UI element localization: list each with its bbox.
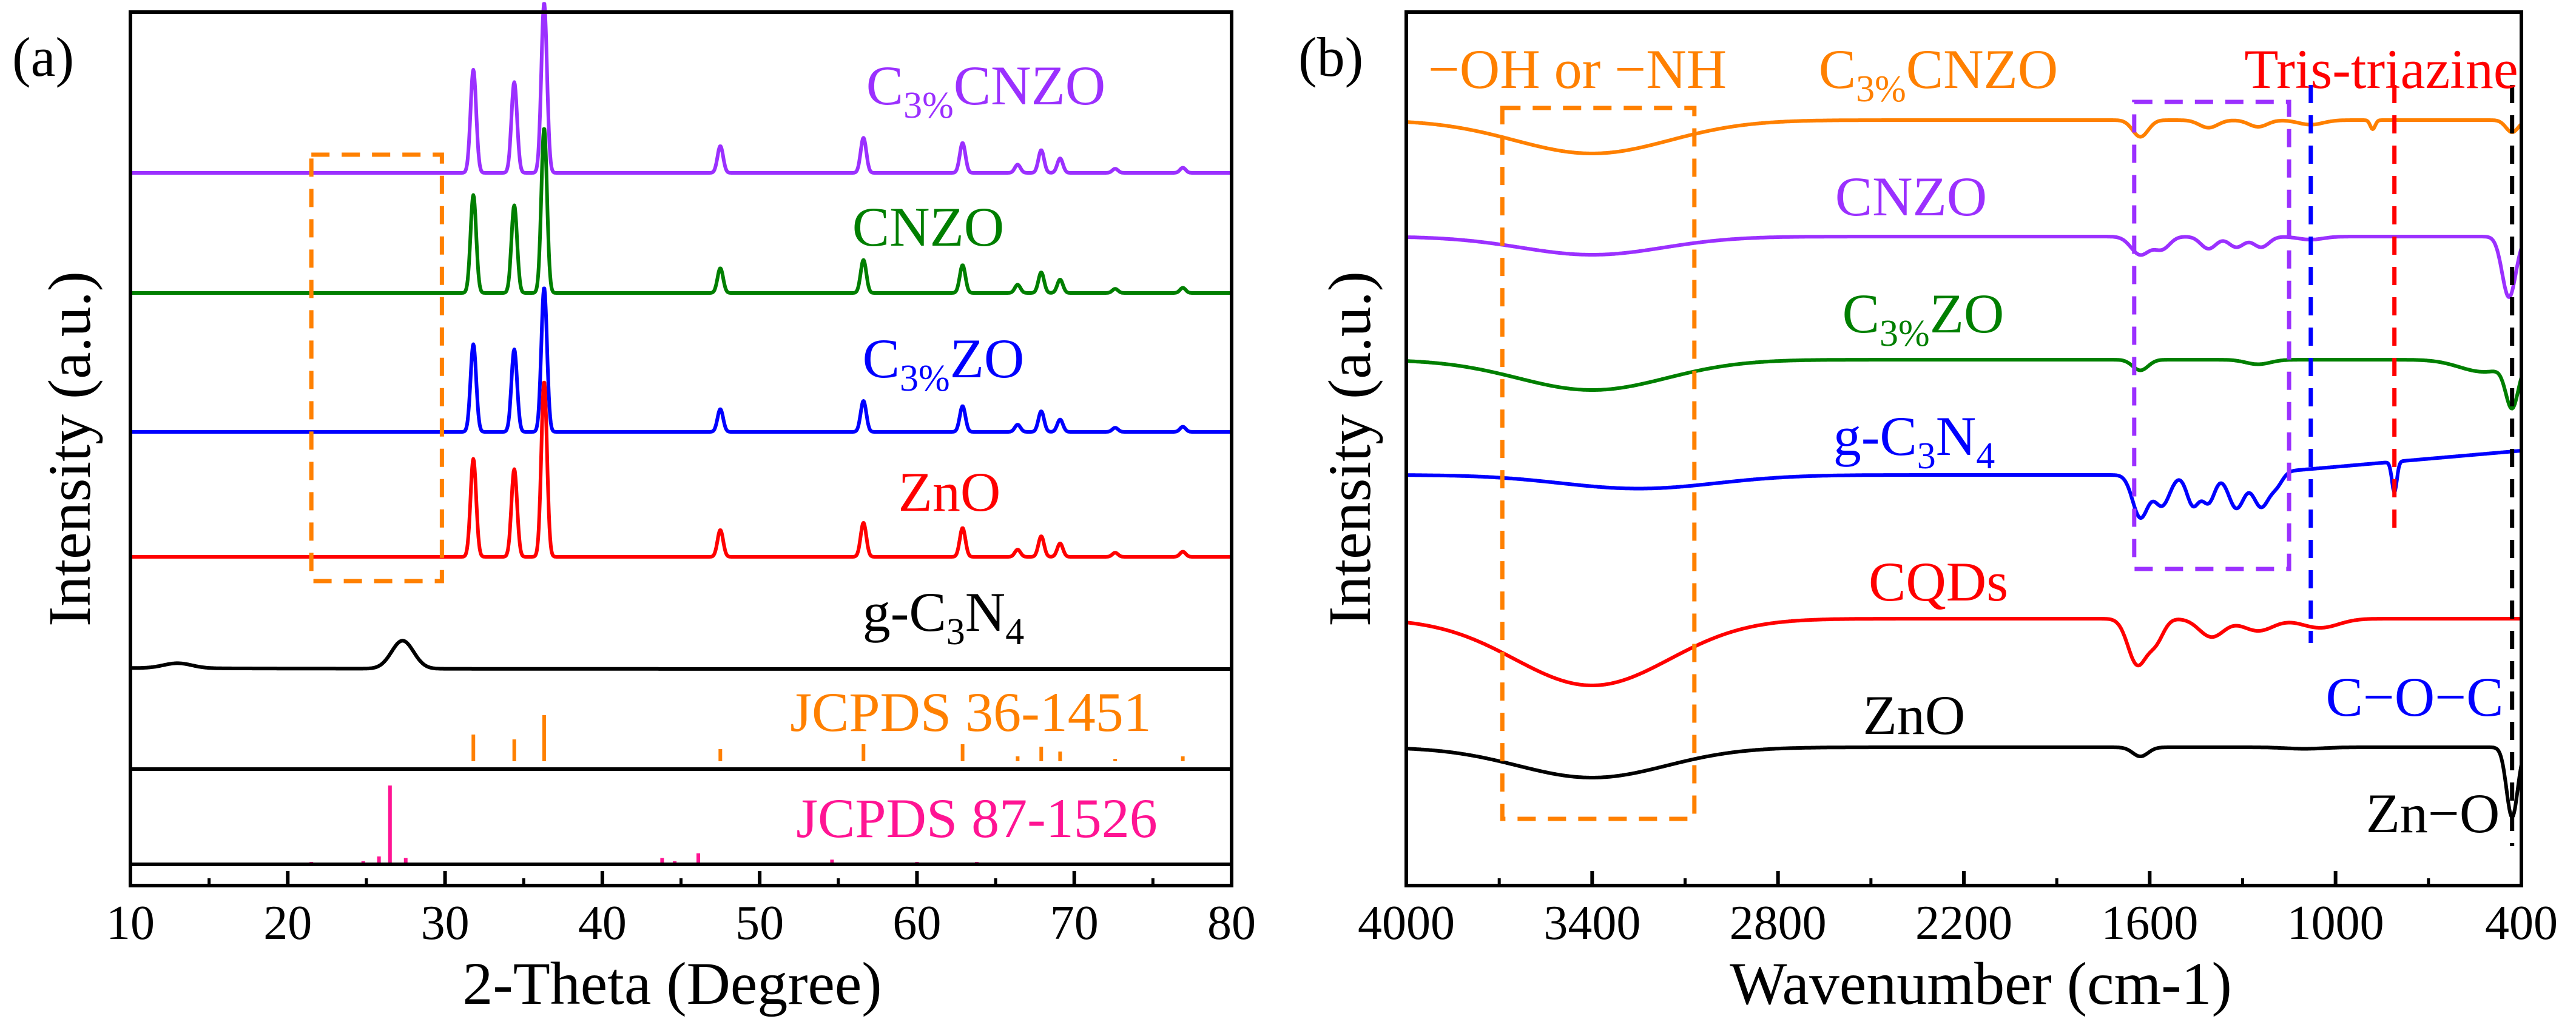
b-xtick-label-2200: 2200 [1915, 896, 2012, 950]
series-label-cnzo-b: CNZO [1835, 166, 1987, 227]
series-label-gc3n4-a: g-C3N4 [863, 581, 1024, 653]
series-label-cqds-b: CQDs [1869, 551, 2008, 613]
xrd-series-c3cnzo [129, 2, 1233, 175]
panel-a-xlabel: 2-Theta (Degree) [462, 950, 882, 1017]
xrd-series-cnzo [129, 127, 1233, 295]
panel-a-x-ticks [129, 871, 1233, 886]
xrd-series-c3zo [129, 286, 1233, 434]
ftir-box-oh-nh [1500, 106, 1697, 821]
b-xtick-label-1000: 1000 [2287, 896, 2384, 950]
series-label-zno-b: ZnO [1863, 684, 1966, 746]
panel-a-highlight-box [309, 152, 444, 584]
xrd-series-zno [129, 380, 1233, 559]
annotation-oh-nh: −OH or −NH [1428, 38, 1727, 100]
series-label-gc3n4-b: g-C3N4 [1833, 405, 1995, 477]
panel-b-x-tick-labels: 4000 3400 2800 2200 1600 1000 400 [1358, 896, 2558, 950]
reference-label-87-1526: JCPDS 87-1526 [796, 787, 1158, 849]
b-xtick-label-3400: 3400 [1543, 896, 1640, 950]
panel-a: (a) Intensity (a.u.) 2-Theta (Degree) 10… [12, 2, 1256, 1017]
panel-b-plot-area [1404, 10, 2523, 887]
panel-b-frame [1404, 10, 2523, 887]
panel-b-label: (b) [1298, 26, 1363, 88]
series-label-c3zo-a: C3%ZO [863, 328, 1025, 399]
b-xtick-label-400: 400 [2485, 896, 2558, 950]
a-xtick-label-30: 30 [421, 896, 470, 950]
panel-b: (b) Intensity (a.u.) Wavenumber (cm-1) 4… [1298, 10, 2558, 1017]
a-xtick-label-50: 50 [735, 896, 784, 950]
a-xtick-label-60: 60 [892, 896, 941, 950]
ftir-box-fingerprint [2132, 99, 2291, 571]
a-xtick-label-40: 40 [578, 896, 627, 950]
ftir-series-cqds [1405, 617, 2523, 687]
a-xtick-label-20: 20 [263, 896, 312, 950]
b-xtick-label-1600: 1600 [2101, 896, 2198, 950]
series-label-zno-a: ZnO [899, 461, 1001, 523]
panel-b-ylabel: Intensity (a.u.) [1316, 271, 1383, 627]
panel-a-x-tick-labels: 10 20 30 40 50 60 70 80 [106, 896, 1256, 950]
ftir-series-c3cnzo [1405, 118, 2523, 155]
a-xtick-label-10: 10 [106, 896, 155, 950]
ftir-series-c3zo [1405, 358, 2523, 411]
panel-a-frame [129, 10, 1233, 887]
annotation-zn-o: Zn−O [2366, 782, 2500, 844]
b-xtick-label-4000: 4000 [1358, 896, 1455, 950]
series-label-cnzo-a: CNZO [852, 196, 1004, 258]
series-label-c3cnzo-a: C3%CNZO [866, 55, 1105, 126]
ftir-series-zno [1405, 745, 2523, 819]
panel-a-ylabel: Intensity (a.u.) [36, 271, 103, 627]
ftir-series-g-c3n4 [1405, 449, 2523, 520]
panel-a-label: (a) [12, 26, 74, 88]
annotation-c-o-c: C−O−C [2326, 666, 2504, 728]
series-label-c3cnzo-b: C3%CNZO [1819, 38, 2058, 110]
series-label-c3zo-b: C3%ZO [1843, 283, 2004, 354]
annotation-tris-triazine: Tris-triazine [2244, 38, 2518, 100]
panel-a-plot-area [129, 2, 1233, 887]
xrd-series-g-c3n4 [129, 639, 1233, 671]
reference-label-36-1451: JCPDS 36-1451 [790, 681, 1151, 743]
panel-b-x-ticks [1404, 871, 2523, 886]
b-xtick-label-2800: 2800 [1730, 896, 1827, 950]
a-xtick-label-70: 70 [1050, 896, 1099, 950]
panel-b-xlabel: Wavenumber (cm-1) [1730, 950, 2232, 1017]
a-xtick-label-80: 80 [1207, 896, 1256, 950]
ftir-series-cnzo [1405, 235, 2523, 299]
